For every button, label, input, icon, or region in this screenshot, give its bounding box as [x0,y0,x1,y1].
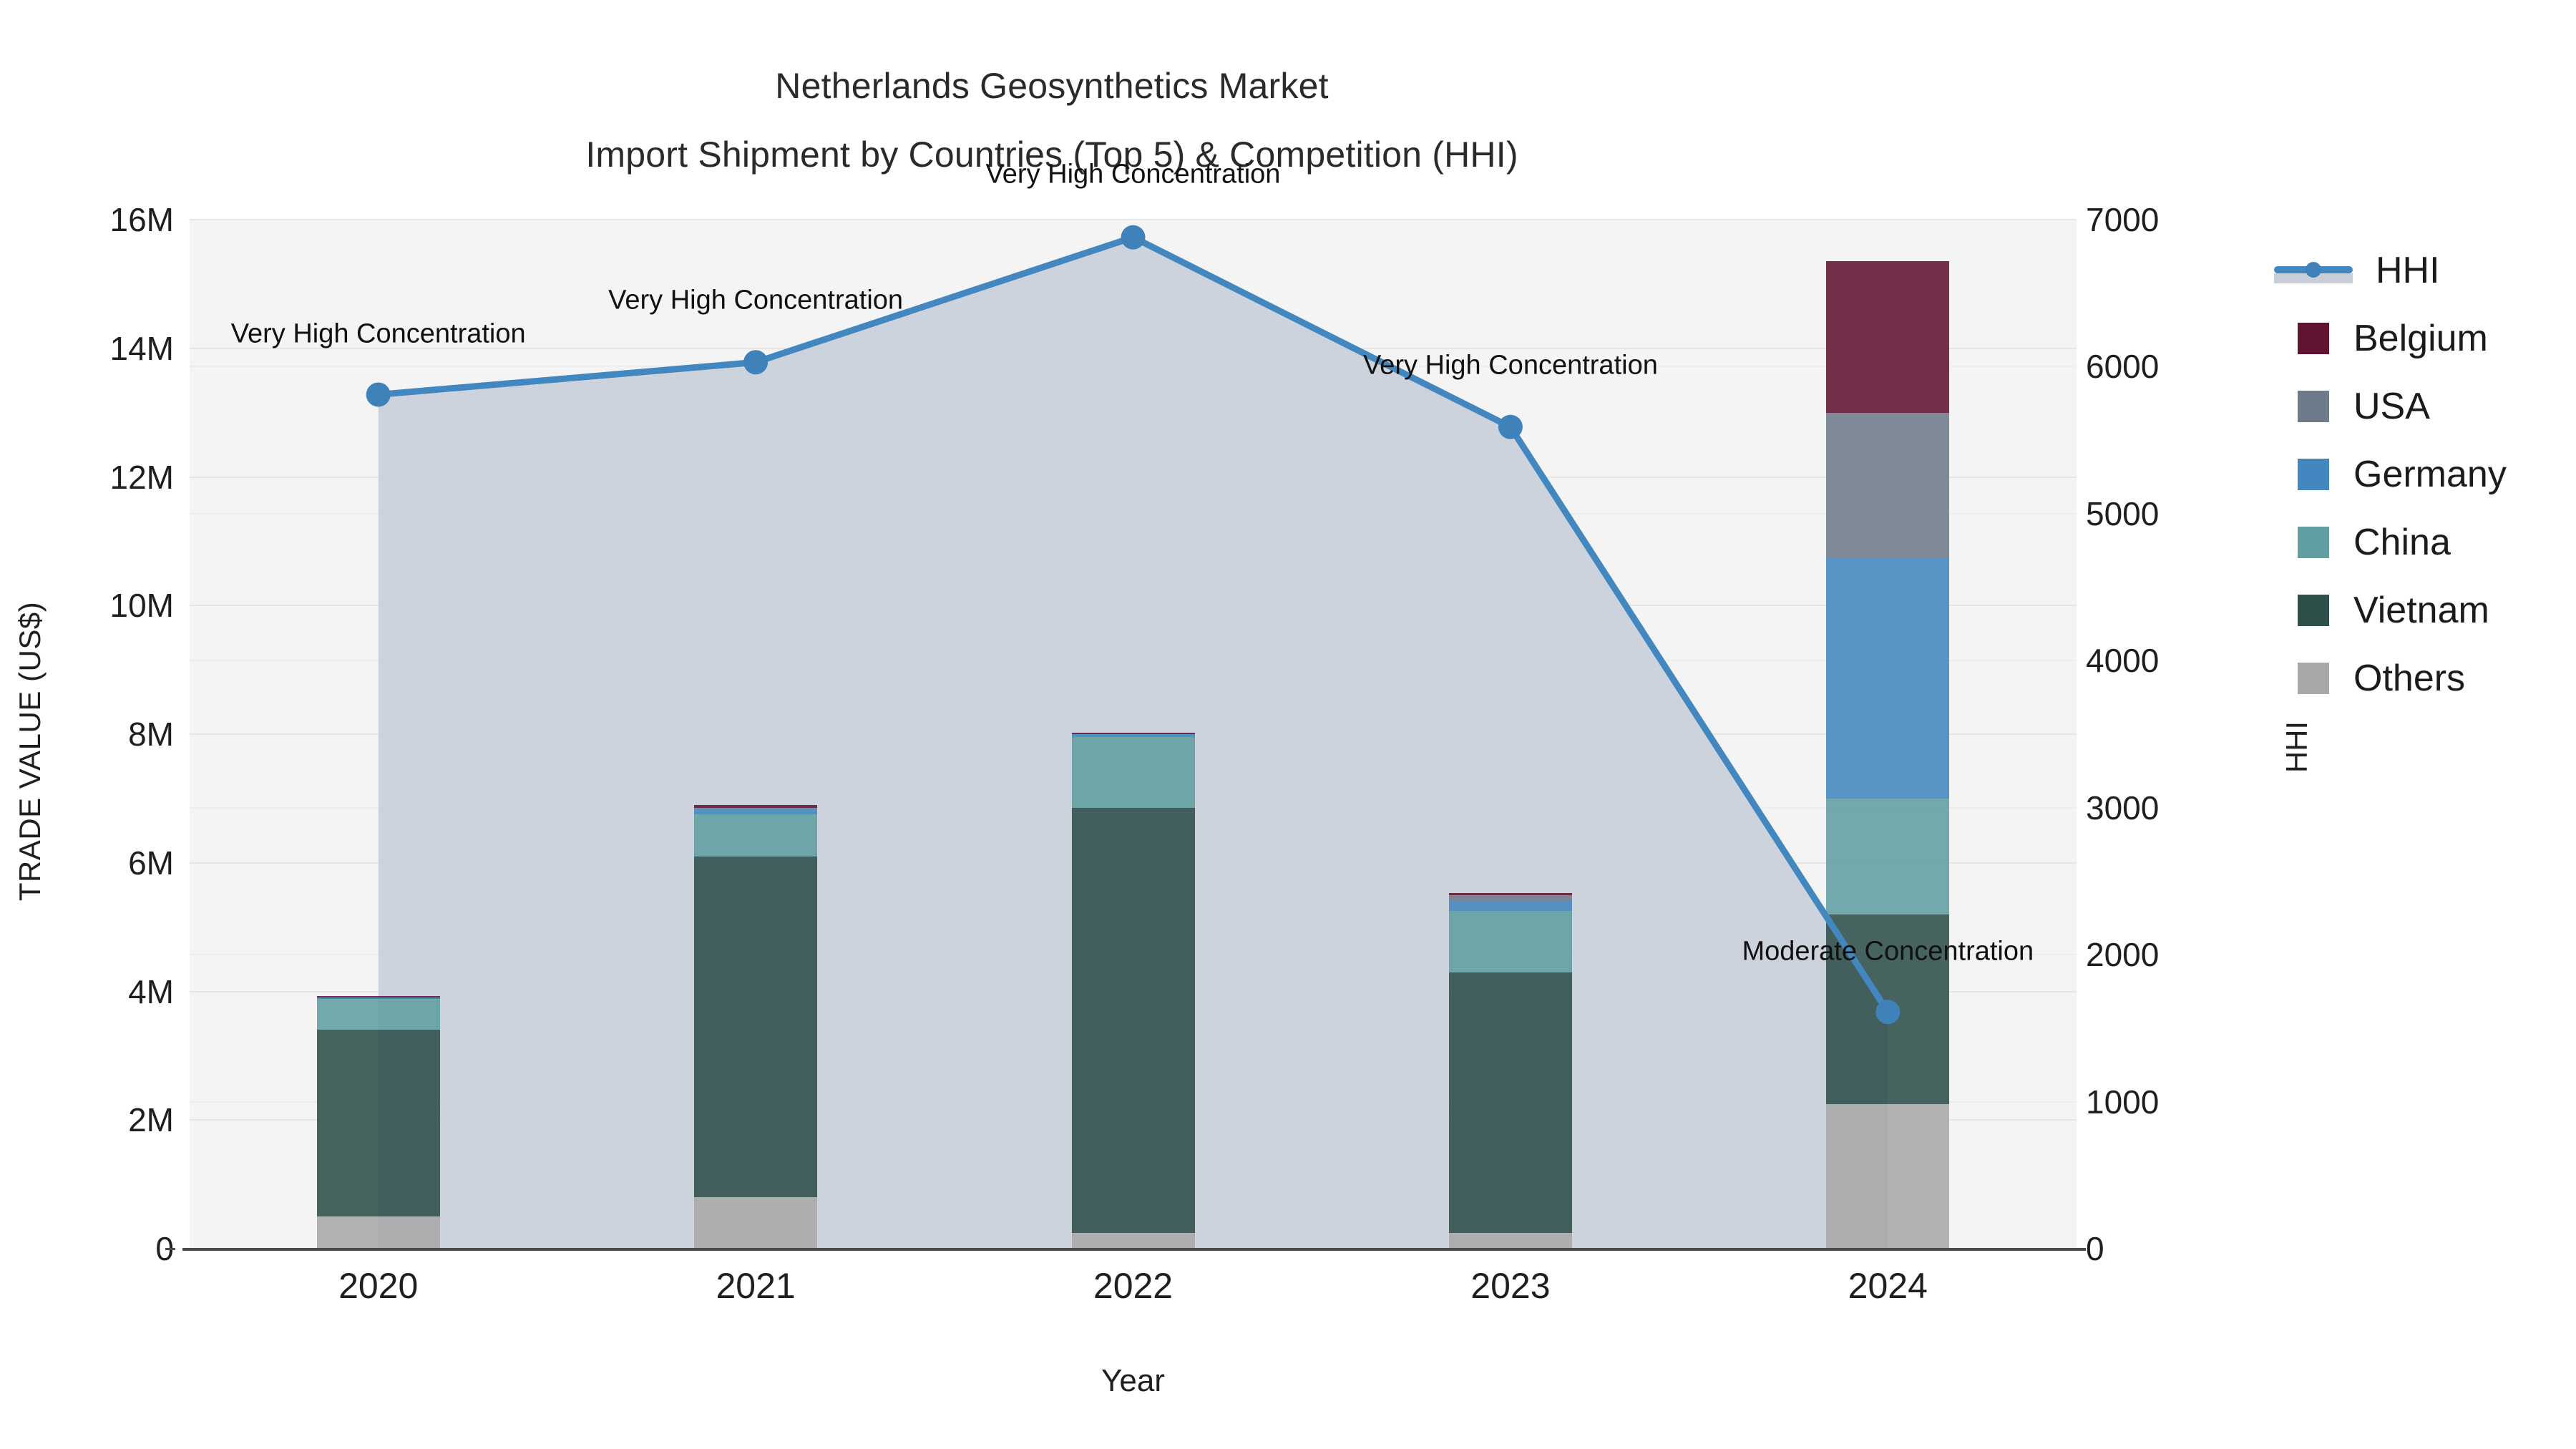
bar-segment-germany-2021[interactable] [694,808,818,815]
legend-swatch-vietnam [2298,594,2329,626]
legend-label-others: Others [2353,657,2466,699]
legend-item-germany[interactable]: Germany [2274,440,2575,508]
chart-title: Netherlands Geosynthetics Market Import … [0,52,2104,189]
x-tick-2023[interactable]: 2023 [1470,1266,1551,1306]
y-left-tick-6M: 6M [128,844,174,882]
y-axis-left-label: TRADE VALUE (US$) [13,601,47,902]
legend-label-hhi: HHI [2376,249,2440,291]
chart-title-line-2: Import Shipment by Countries (Top 5) & C… [585,135,1518,175]
x-axis-line [182,1248,2086,1251]
legend-label-belgium: Belgium [2353,317,2488,359]
bar-segment-germany-2023[interactable] [1448,901,1572,912]
y-right-tick-0: 0 [2086,1230,2104,1267]
annotation-2021: Very High Concentration [608,285,904,316]
y-axis-left-ticks: 0 2M 4M 6M 8M 10M 12M 14M 16M [0,0,175,1449]
bar-segment-others-2022[interactable] [1071,1232,1195,1249]
bar-segment-belgium-2020[interactable] [316,995,440,997]
y-right-tick-4000: 4000 [2086,642,2160,680]
legend: HHI Belgium USA Germany China Vietnam Others [2274,236,2575,712]
legend-item-china[interactable]: China [2274,508,2575,576]
bar-segment-china-2024[interactable] [1826,798,1950,914]
bar-segment-germany-2022[interactable] [1071,734,1195,738]
bar-segment-others-2021[interactable] [694,1197,818,1249]
hhi-point-2023[interactable] [1498,414,1523,439]
annotation-2020: Very High Concentration [230,318,526,349]
bar-segment-germany-2020[interactable] [316,997,440,999]
bar-segment-china-2022[interactable] [1071,737,1195,809]
y-right-tick-6000: 6000 [2086,348,2160,386]
bar-segment-china-2020[interactable] [316,997,440,1030]
gridline-left [190,605,2077,607]
annotation-2023: Very High Concentration [1362,350,1658,381]
legend-swatch-others [2298,662,2329,694]
bar-segment-vietnam-2023[interactable] [1448,972,1572,1233]
y-right-tick-5000: 5000 [2086,494,2160,532]
y-left-tickmark-zero [165,1248,175,1250]
legend-line-icon [2274,255,2353,286]
bar-segment-china-2023[interactable] [1448,911,1572,972]
bar-segment-belgium-2021[interactable] [694,804,818,809]
bar-segment-usa-2023[interactable] [1448,894,1572,902]
y-left-tick-2M: 2M [128,1101,174,1139]
y-right-tick-2000: 2000 [2086,936,2160,974]
x-tick-2020[interactable]: 2020 [338,1266,419,1306]
gridline-left [190,219,2077,220]
bar-segment-usa-2024[interactable] [1826,412,1950,557]
gridline-right [190,660,2077,662]
x-tick-2021[interactable]: 2021 [716,1266,796,1306]
y-left-tick-12M: 12M [109,458,174,496]
bar-segment-belgium-2024[interactable] [1826,261,1950,413]
y-right-tick-7000: 7000 [2086,201,2160,238]
annotation-2022: Very High Concentration [985,159,1281,190]
bar-segment-belgium-2022[interactable] [1071,733,1195,735]
legend-label-china: China [2353,521,2451,563]
gridline-left [190,476,2077,478]
x-tick-2024[interactable]: 2024 [1848,1266,1928,1306]
legend-label-vietnam: Vietnam [2353,589,2489,631]
gridline-right [190,366,2077,368]
y-right-tick-1000: 1000 [2086,1083,2160,1121]
hhi-point-2020[interactable] [366,382,391,407]
legend-item-vietnam[interactable]: Vietnam [2274,576,2575,644]
y-left-tick-4M: 4M [128,972,174,1010]
x-axis-label: Year [1101,1363,1165,1398]
legend-item-usa[interactable]: USA [2274,372,2575,440]
chart-title-line-1: Netherlands Geosynthetics Market [775,66,1329,106]
y-left-tick-10M: 10M [109,587,174,625]
legend-label-usa: USA [2353,385,2430,427]
legend-item-belgium[interactable]: Belgium [2274,304,2575,372]
hhi-point-2022[interactable] [1121,225,1146,250]
bar-segment-germany-2024[interactable] [1826,557,1950,799]
annotation-2024: Moderate Concentration [1742,936,2034,967]
bar-segment-others-2023[interactable] [1448,1232,1572,1249]
bar-segment-vietnam-2021[interactable] [694,856,818,1198]
gridline-right [190,512,2077,514]
legend-swatch-usa [2298,390,2329,422]
x-tick-2022[interactable]: 2022 [1093,1266,1174,1306]
y-left-tick-16M: 16M [109,201,174,238]
bar-segment-others-2024[interactable] [1826,1103,1950,1249]
legend-label-germany: Germany [2353,453,2507,495]
hhi-point-2021[interactable] [743,350,769,375]
legend-item-others[interactable]: Others [2274,644,2575,712]
bar-segment-others-2020[interactable] [316,1216,440,1249]
y-left-tick-14M: 14M [109,329,174,367]
bar-segment-belgium-2023[interactable] [1448,892,1572,895]
y-left-tick-8M: 8M [128,716,174,753]
legend-swatch-germany [2298,458,2329,490]
legend-item-hhi[interactable]: HHI [2274,236,2575,304]
y-axis-right-ticks: 0 1000 2000 3000 4000 5000 6000 7000 [2086,0,2315,1449]
y-right-tick-3000: 3000 [2086,789,2160,826]
plot-area: Very High Concentration Very High Concent… [190,159,2077,1249]
bar-segment-vietnam-2022[interactable] [1071,808,1195,1233]
legend-swatch-china [2298,526,2329,558]
bar-segment-vietnam-2020[interactable] [316,1030,440,1217]
bar-segment-china-2021[interactable] [694,814,818,857]
legend-swatch-belgium [2298,322,2329,354]
